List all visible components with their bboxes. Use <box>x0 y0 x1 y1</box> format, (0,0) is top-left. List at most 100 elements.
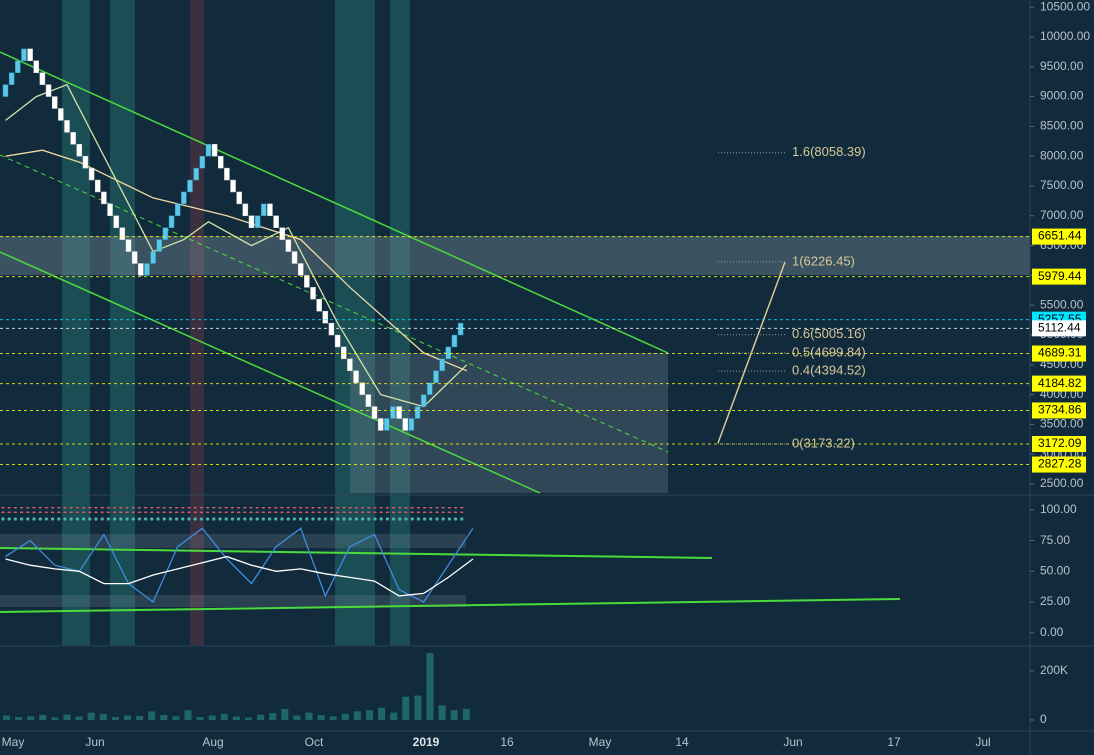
renko-brick <box>365 394 372 407</box>
volume-bar <box>15 717 23 720</box>
renko-brick <box>101 191 107 205</box>
volume-bar <box>184 710 192 720</box>
price-label-box <box>1032 435 1086 452</box>
volume-bar <box>414 695 422 720</box>
volume-bar <box>269 713 277 720</box>
renko-brick <box>445 346 452 360</box>
renko-brick <box>242 203 249 217</box>
renko-brick <box>39 72 46 85</box>
renko-brick <box>390 406 396 419</box>
x-tick-label: Jun <box>85 735 104 749</box>
renko-brick <box>408 418 415 431</box>
volume-bar <box>172 716 180 720</box>
renko-brick <box>76 144 83 157</box>
renko-brick <box>8 72 15 85</box>
renko-brick <box>396 406 402 419</box>
renko-brick <box>316 299 322 312</box>
volume-bar <box>87 712 95 720</box>
volume-bar <box>196 717 204 720</box>
x-tick-label: 17 <box>887 735 901 749</box>
y-tick-label: 0 <box>1040 712 1047 726</box>
renko-brick <box>64 120 70 133</box>
renko-brick <box>181 191 187 205</box>
y-tick-label: 10000.00 <box>1040 29 1090 43</box>
renko-brick <box>285 239 292 252</box>
x-tick-label: May <box>589 735 612 749</box>
volume-bar <box>27 716 35 720</box>
renko-brick <box>297 263 304 276</box>
volume-bar <box>426 653 434 720</box>
volume-bar <box>366 710 373 720</box>
renko-brick <box>267 203 273 217</box>
renko-brick <box>138 263 144 276</box>
renko-brick <box>322 310 329 324</box>
renko-brick <box>144 263 150 276</box>
renko-brick <box>107 203 113 217</box>
indicator-line <box>5 149 468 372</box>
renko-brick <box>377 418 384 431</box>
price-label-box <box>1032 402 1086 419</box>
renko-brick <box>70 132 76 145</box>
volume-bar <box>160 715 168 720</box>
volume-bar <box>341 713 349 720</box>
y-tick-label: 2500.00 <box>1040 476 1084 490</box>
renko-brick <box>21 48 27 62</box>
y-tick-label: 25.00 <box>1040 594 1070 608</box>
x-tick-label: 16 <box>500 735 514 749</box>
osc-band <box>0 595 466 607</box>
price-label: 5979.44 <box>1038 269 1082 283</box>
volume-bar <box>390 712 398 720</box>
fib-label: 0.4(4394.52) <box>792 363 866 378</box>
renko-brick <box>427 382 433 395</box>
renko-brick <box>88 167 95 181</box>
renko-brick <box>156 239 162 252</box>
price-label-box <box>1032 320 1086 337</box>
y-tick-label: 5500.00 <box>1040 297 1084 311</box>
renko-brick <box>51 96 58 109</box>
y-tick-label: 100.00 <box>1040 502 1077 516</box>
volume-bar <box>99 713 107 720</box>
y-tick-label: 8500.00 <box>1040 119 1084 133</box>
volume-bar <box>257 714 265 720</box>
renko-brick <box>218 155 224 169</box>
indicator-line <box>5 83 468 408</box>
renko-brick <box>384 418 390 431</box>
renko-brick <box>439 358 445 372</box>
x-tick-label: 14 <box>675 735 689 749</box>
price-label: 3734.86 <box>1038 403 1082 417</box>
volume-bar <box>353 711 361 720</box>
osc-trend <box>0 598 901 613</box>
renko-brick <box>82 155 89 169</box>
price-label: 4689.31 <box>1038 346 1082 360</box>
volume-bar <box>293 715 301 720</box>
x-tick-label: Jul <box>975 735 990 749</box>
volume-bar <box>3 715 10 720</box>
renko-brick <box>420 394 427 407</box>
volume-bar <box>462 708 470 720</box>
renko-brick <box>279 227 285 240</box>
renko-brick <box>261 203 267 217</box>
renko-brick <box>125 239 132 252</box>
renko-brick <box>347 358 353 372</box>
renko-brick <box>451 334 458 348</box>
volume-bar <box>148 711 156 720</box>
renko-brick <box>187 179 193 193</box>
volume-bar <box>402 696 410 720</box>
price-label: 3172.09 <box>1038 436 1082 450</box>
renko-brick <box>45 84 52 97</box>
renko-brick <box>2 84 9 97</box>
renko-brick <box>457 322 464 336</box>
indicator-line <box>5 527 474 604</box>
y-tick-label: 10500.00 <box>1040 0 1090 13</box>
volume-bar <box>51 717 59 720</box>
volume-bar <box>124 715 131 720</box>
volume-bar <box>232 716 240 720</box>
renko-brick <box>224 167 230 181</box>
volume-bar <box>281 708 289 720</box>
renko-brick <box>58 108 64 121</box>
renko-brick <box>248 215 255 228</box>
renko-brick <box>359 382 365 395</box>
